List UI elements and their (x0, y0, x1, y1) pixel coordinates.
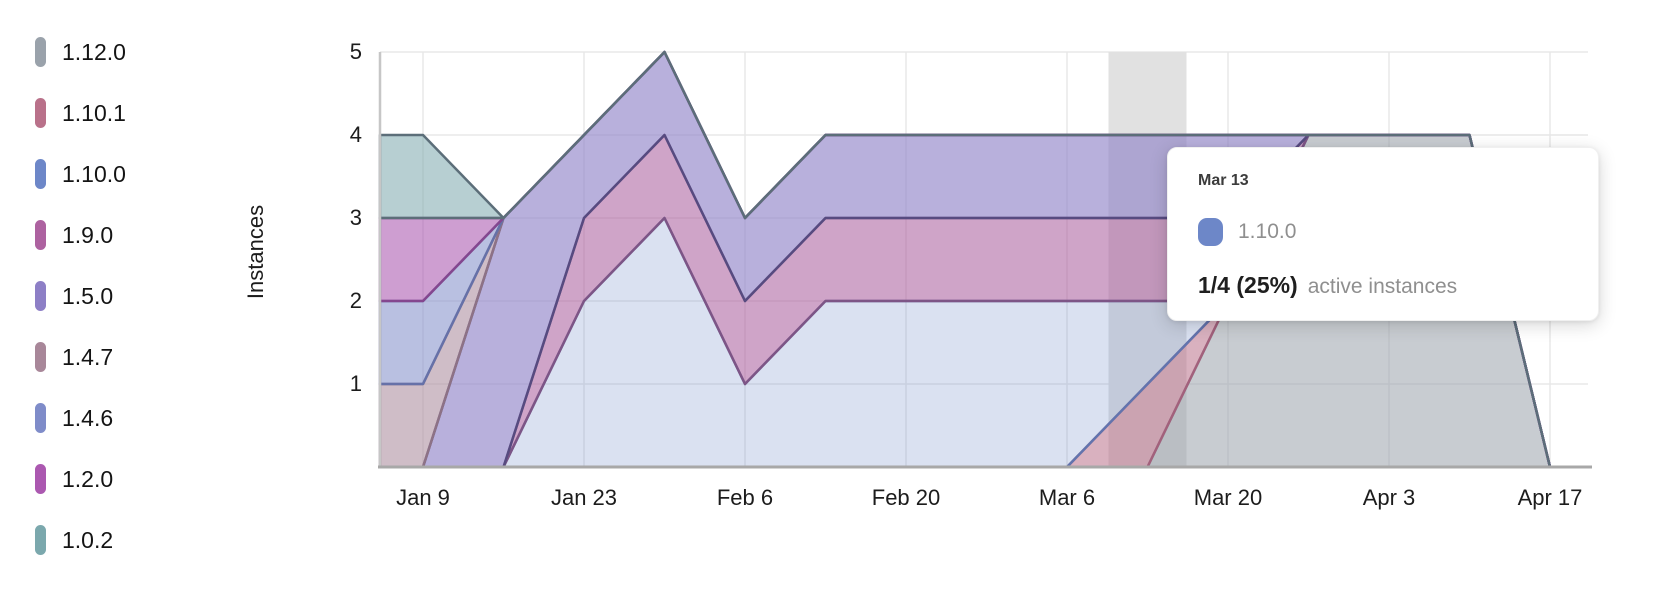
legend-label: 1.10.1 (62, 100, 126, 126)
legend-label: 1.12.0 (62, 39, 126, 65)
x-tick-label-Mar-20: Mar 20 (1193, 485, 1263, 510)
x-tick-label-Jan-23: Jan 23 (550, 485, 618, 510)
legend-swatch-icon (35, 342, 46, 372)
legend-swatch-icon (35, 159, 46, 189)
x-tick-label-Apr-3: Apr 3 (1362, 485, 1416, 510)
legend-swatch-icon (35, 220, 46, 250)
legend-label: 1.10.0 (62, 161, 126, 187)
x-tick-label-Jan-9: Jan 9 (396, 485, 450, 510)
y-tick-label-3: 3 (349, 205, 362, 230)
legend-item-1.4.6[interactable]: 1.4.6 (35, 403, 113, 433)
legend-item-1.10.1[interactable]: 1.10.1 (35, 98, 126, 128)
tooltip-series-row: 1.10.0 (1198, 218, 1296, 246)
legend-label: 1.4.6 (62, 405, 114, 431)
legend-label: 1.9.0 (62, 222, 114, 248)
legend-label: 1.5.0 (62, 283, 114, 309)
tooltip-value-row: 1/4 (25%) active instances (1198, 272, 1457, 299)
legend-swatch-icon (35, 403, 46, 433)
tooltip-value: 1/4 (25%) (1198, 272, 1298, 298)
legend-item-1.12.0[interactable]: 1.12.0 (35, 37, 126, 67)
series-swatch-icon (1198, 218, 1223, 246)
legend-label: 1.0.2 (62, 527, 114, 553)
legend-item-1.0.2[interactable]: 1.0.2 (35, 525, 113, 555)
x-tick-label-Apr-17: Apr 17 (1517, 485, 1583, 510)
x-tick-label-Mar-6: Mar 6 (1038, 485, 1096, 510)
legend-label: 1.4.7 (62, 344, 114, 370)
tooltip-date: Mar 13 (1198, 172, 1249, 189)
y-tick-label-2: 2 (349, 288, 362, 313)
y-tick-label-4: 4 (349, 122, 362, 147)
y-tick-label-5: 5 (349, 39, 362, 64)
tooltip-caption: active instances (1307, 275, 1458, 298)
legend-swatch-icon (35, 281, 46, 311)
legend-swatch-icon (35, 464, 46, 494)
chart-tooltip: Mar 13 1.10.0 1/4 (25%) active instances (1167, 147, 1599, 321)
tooltip-series-name: 1.10.0 (1238, 220, 1297, 243)
legend-swatch-icon (35, 37, 46, 67)
legend-item-1.2.0[interactable]: 1.2.0 (35, 464, 113, 494)
legend-label: 1.2.0 (62, 466, 114, 492)
legend-item-1.10.0[interactable]: 1.10.0 (35, 159, 126, 189)
legend-item-1.5.0[interactable]: 1.5.0 (35, 281, 113, 311)
x-tick-label-Feb-20: Feb 20 (871, 485, 941, 510)
x-tick-label-Feb-6: Feb 6 (716, 485, 774, 510)
legend-swatch-icon (35, 525, 46, 555)
y-axis-title: Instances (243, 204, 268, 300)
y-tick-label-1: 1 (349, 371, 362, 396)
legend-swatch-icon (35, 98, 46, 128)
legend-item-1.9.0[interactable]: 1.9.0 (35, 220, 113, 250)
legend-item-1.4.7[interactable]: 1.4.7 (35, 342, 113, 372)
